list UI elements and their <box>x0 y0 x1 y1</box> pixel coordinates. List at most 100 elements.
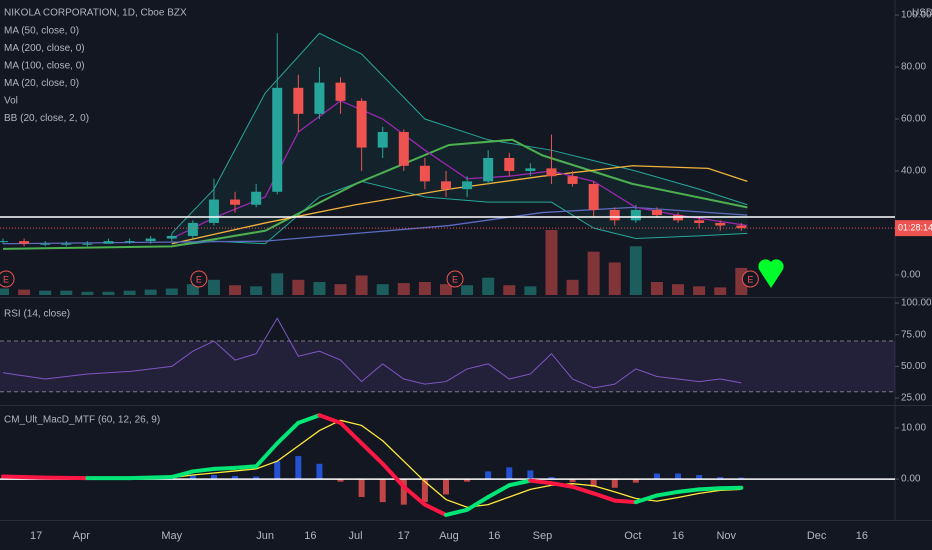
y-tick-label: 60.00 <box>901 114 926 125</box>
candle-body <box>293 87 304 114</box>
macd-segment <box>507 478 533 488</box>
price-label-box <box>895 220 932 237</box>
macd-segment <box>190 466 216 474</box>
macd-segment <box>338 420 364 446</box>
price-label: 01:28:14 <box>898 223 932 233</box>
volume-bar <box>693 286 706 295</box>
candle-body <box>419 165 430 182</box>
legend-entry: BB (20, close, 2, 0) <box>4 113 89 124</box>
volume-bar <box>376 284 389 295</box>
legend-entry: MA (50, close, 0) <box>4 26 79 37</box>
histogram-bar <box>675 473 682 480</box>
volume-bar <box>355 275 368 295</box>
macd-segment <box>1 474 48 480</box>
volume-bar <box>672 284 685 295</box>
macd-segment <box>528 478 554 486</box>
volume-bar <box>0 288 10 295</box>
candle-body <box>314 82 325 114</box>
x-tick-label: 16 <box>672 530 684 542</box>
candle-body <box>166 235 177 239</box>
rsi-band <box>0 341 895 392</box>
macd-segment <box>591 491 617 503</box>
histogram-bar <box>696 475 703 480</box>
candle-body <box>61 243 72 245</box>
y-tick-label: 25.00 <box>901 393 926 404</box>
volume-bar <box>545 230 558 295</box>
macd-segment <box>233 464 259 470</box>
y-tick-label: 40.00 <box>901 166 926 177</box>
candle-body <box>715 222 726 226</box>
x-tick-label: Nov <box>716 530 736 542</box>
volume-bar <box>524 286 537 295</box>
candle-body <box>588 183 599 210</box>
histogram-bar <box>653 473 660 480</box>
volume-bar <box>313 282 326 295</box>
histogram-bar <box>442 479 449 495</box>
earnings-marker <box>446 270 464 288</box>
x-tick-label: Apr <box>73 530 90 542</box>
volume-bar <box>629 246 642 295</box>
histogram-bar <box>189 475 196 480</box>
volume-bar <box>186 284 199 295</box>
histogram-bar <box>590 479 597 487</box>
volume-bar <box>334 284 347 295</box>
y-tick-label: 100.00 <box>901 298 932 309</box>
histogram-bar <box>253 476 260 480</box>
volume-bar <box>397 283 410 295</box>
earnings-label: E <box>196 274 202 284</box>
histogram-bar <box>738 477 745 480</box>
candle-body <box>504 157 515 171</box>
candle-body <box>377 132 388 148</box>
x-tick-label: 17 <box>398 530 410 542</box>
histogram-bar <box>527 470 534 480</box>
legend-entry: MA (20, close, 0) <box>4 78 79 89</box>
x-tick-label: 16 <box>856 530 868 542</box>
candle-body <box>0 241 9 243</box>
macd-segment <box>43 475 90 481</box>
histogram-bar <box>379 479 386 503</box>
histogram-bar <box>316 463 323 480</box>
earnings-label: E <box>747 274 753 284</box>
macd-segment <box>296 413 322 425</box>
candle-body <box>208 199 219 223</box>
y-tick-label: 0.00 <box>901 474 921 485</box>
candle-body <box>124 241 135 243</box>
volume-bar <box>229 285 242 295</box>
legend-entry: Vol <box>4 96 18 107</box>
macd-segment <box>401 484 427 507</box>
macd-segment <box>676 487 702 494</box>
macd-segment <box>612 498 638 505</box>
histogram-bar <box>548 477 555 480</box>
ma-line <box>171 165 748 245</box>
macd-segment <box>570 484 596 496</box>
volume-bar <box>123 290 136 295</box>
volume-bar <box>207 279 220 295</box>
volume-bar <box>608 262 621 295</box>
histogram-bar <box>717 477 724 480</box>
candle-body <box>398 132 409 166</box>
candle-body <box>546 168 557 177</box>
y-tick-label: 10.00 <box>901 423 926 434</box>
candle-body <box>483 157 494 182</box>
candle-body <box>651 209 662 216</box>
bb-lower <box>171 180 748 247</box>
heart-icon <box>758 259 784 288</box>
macd-segment <box>654 489 681 498</box>
macd-segment <box>697 486 723 492</box>
volume-bar <box>39 290 52 295</box>
histogram-bar <box>400 479 407 505</box>
volume-bar <box>461 285 474 295</box>
x-tick-label: 16 <box>304 530 316 542</box>
histogram-bar <box>232 476 239 480</box>
histogram-bar <box>295 456 302 480</box>
candle-body <box>335 82 346 101</box>
volume-bar <box>566 279 579 295</box>
volume-bar <box>144 289 157 295</box>
histogram-bar <box>569 479 576 483</box>
legend-title: NIKOLA CORPORATION, 1D, Cboe BZX <box>4 8 187 19</box>
currency-label: USD <box>912 8 932 19</box>
volume-bar <box>165 288 178 295</box>
legend-entry: MA (100, close, 0) <box>4 61 85 72</box>
ma-line <box>3 206 748 245</box>
earnings-label: E <box>3 274 9 284</box>
